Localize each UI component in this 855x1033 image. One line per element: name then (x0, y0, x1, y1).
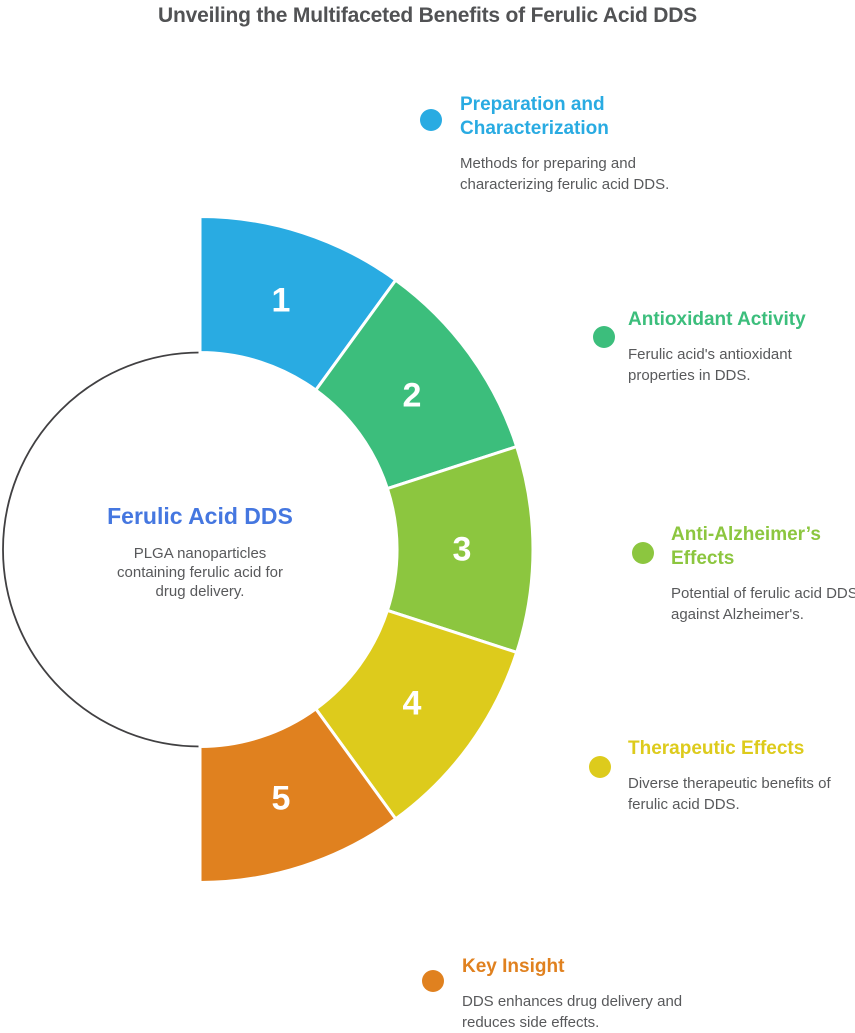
callout-key-insight: Key Insight DDS enhances drug delivery a… (462, 955, 687, 1033)
callout-title: Key Insight (462, 956, 565, 977)
donut-segment-number-1: 1 (272, 281, 291, 319)
callout-bullet-icon-4 (589, 756, 611, 778)
callout-title: Antioxidant Activity (628, 309, 806, 330)
callout-description: DDS enhances drug delivery and reduces s… (462, 993, 683, 1031)
callout-bullet-icon-2 (593, 326, 615, 348)
callout-description: Methods for preparing and characterizing… (460, 155, 670, 193)
callout-preparation-and-characterization: Preparation and Characterization Methods… (460, 93, 675, 195)
callout-description: Potential of ferulic acid DDS against Al… (671, 585, 855, 623)
donut-segment-number-4: 4 (403, 685, 422, 723)
donut-segment-5 (198, 706, 398, 885)
callout-therapeutic-effects: Therapeutic Effects Diverse therapeutic … (628, 737, 843, 815)
center-title: Ferulic Acid DDS (107, 503, 293, 529)
callout-anti-alzheimers-effects: Anti-Alzheimer’s Effects Potential of fe… (671, 523, 855, 625)
donut-segment-number-2: 2 (403, 377, 422, 415)
chart-center-label: Ferulic Acid DDS PLGA nanoparticles cont… (60, 503, 340, 601)
callout-title: Therapeutic Effects (628, 738, 805, 759)
donut-segment-number-5: 5 (272, 780, 291, 818)
callout-antioxidant-activity: Antioxidant Activity Ferulic acid's anti… (628, 308, 838, 386)
callout-title: Anti-Alzheimer’s Effects (671, 524, 821, 569)
callout-bullet-icon-1 (420, 109, 442, 131)
callout-bullet-icon-3 (632, 542, 654, 564)
page-title: Unveiling the Multifaceted Benefits of F… (158, 4, 697, 27)
callout-title: Preparation and Characterization (460, 94, 609, 139)
donut-segment-number-3: 3 (453, 531, 472, 569)
callout-bullet-icon-5 (422, 970, 444, 992)
callout-description: Ferulic acid's antioxidant properties in… (628, 346, 792, 384)
center-description: PLGA nanoparticles containing ferulic ac… (117, 545, 283, 600)
callout-description: Diverse therapeutic benefits of ferulic … (628, 775, 831, 813)
